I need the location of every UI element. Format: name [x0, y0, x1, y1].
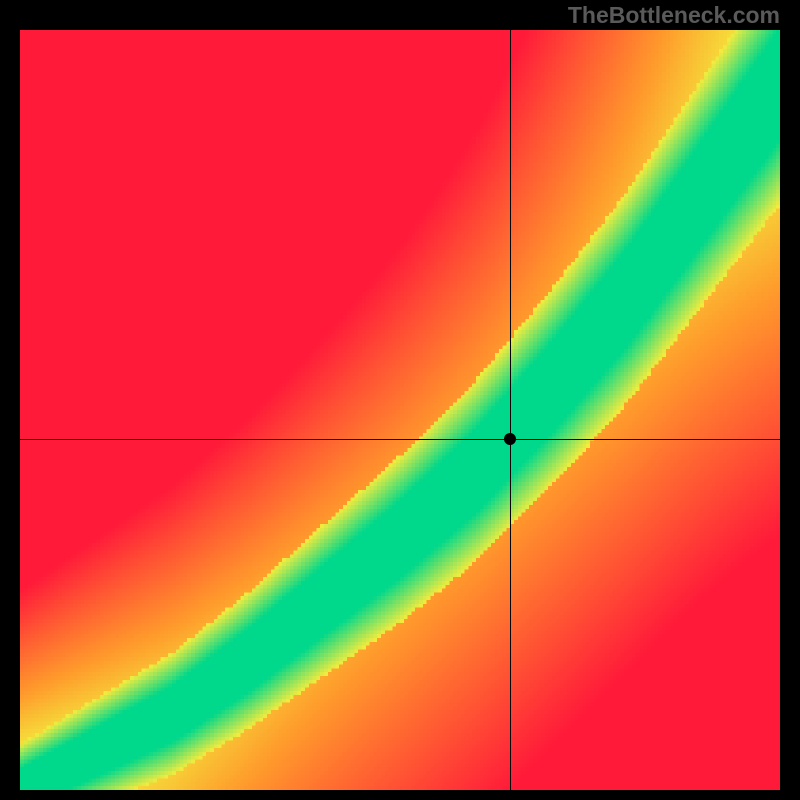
- heatmap-canvas: [20, 30, 780, 790]
- crosshair-horizontal: [20, 439, 780, 440]
- bottleneck-heatmap: [20, 30, 780, 790]
- watermark-text: TheBottleneck.com: [568, 2, 780, 29]
- crosshair-marker: [504, 433, 516, 445]
- crosshair-vertical: [510, 30, 511, 790]
